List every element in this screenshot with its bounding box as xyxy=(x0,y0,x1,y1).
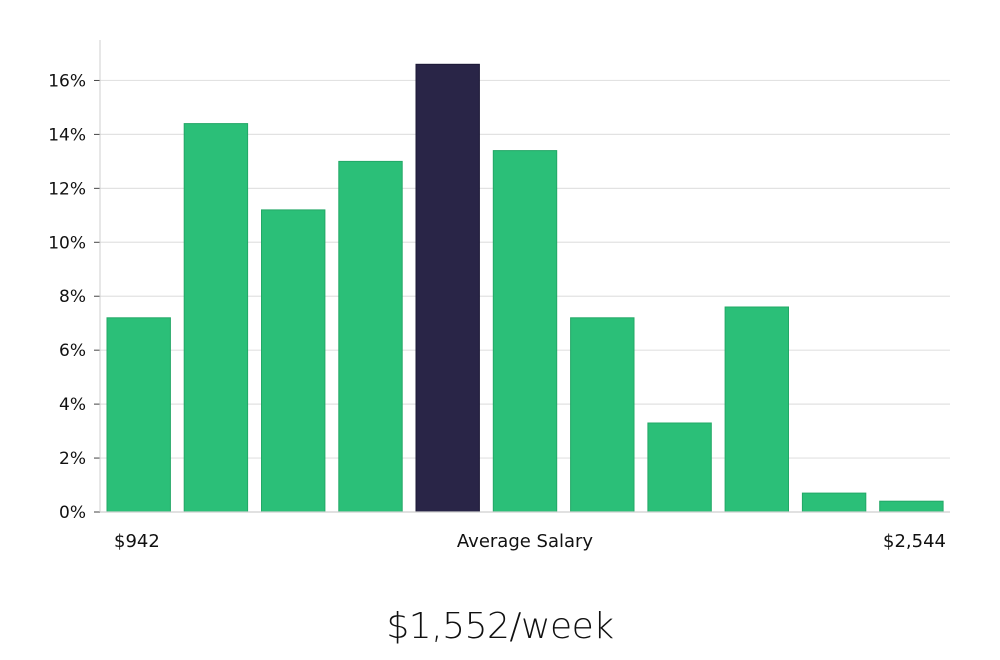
x-axis-min-label: $942 xyxy=(114,531,160,552)
histogram-bar xyxy=(492,150,558,513)
histogram-bar xyxy=(570,317,635,513)
y-tick-label: 10% xyxy=(48,233,86,253)
histogram-bar xyxy=(801,492,867,513)
average-salary-value: $1,552/week xyxy=(386,606,614,647)
histogram-bars xyxy=(106,63,944,513)
axes: 0% 2% 4% 6% 8% 10% 12% 14% 16% xyxy=(48,40,950,523)
histogram-bar xyxy=(338,160,403,513)
histogram-bar-average xyxy=(415,63,480,513)
histogram-bar xyxy=(879,500,944,513)
x-axis-center-label: Average Salary xyxy=(457,531,594,552)
histogram-bar xyxy=(261,209,326,513)
histogram-bar xyxy=(647,422,712,513)
salary-histogram: 0% 2% 4% 6% 8% 10% 12% 14% 16% $942 Average Sala… xyxy=(48,40,950,552)
histogram-bar xyxy=(106,317,171,513)
histogram-bar xyxy=(724,306,789,513)
y-tick-label: 4% xyxy=(59,395,86,415)
histogram-bar xyxy=(183,123,249,513)
y-tick-label: 0% xyxy=(59,503,86,523)
y-tick-label: 16% xyxy=(48,71,86,91)
y-tick-label: 2% xyxy=(59,449,86,469)
y-tick-label: 14% xyxy=(48,125,86,145)
y-tick-label: 12% xyxy=(48,179,86,199)
y-tick-label: 6% xyxy=(59,341,86,361)
y-tick-label: 8% xyxy=(59,287,86,307)
x-axis-max-label: $2,544 xyxy=(883,531,946,552)
